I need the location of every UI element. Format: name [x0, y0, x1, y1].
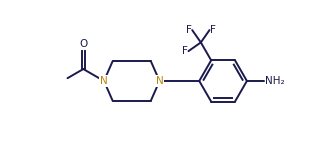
Text: N: N [156, 76, 164, 86]
Text: F: F [182, 46, 188, 56]
Text: F: F [210, 25, 216, 35]
Text: O: O [79, 39, 87, 49]
Text: F: F [185, 25, 191, 35]
Text: N: N [100, 76, 108, 86]
Text: NH₂: NH₂ [265, 76, 285, 86]
